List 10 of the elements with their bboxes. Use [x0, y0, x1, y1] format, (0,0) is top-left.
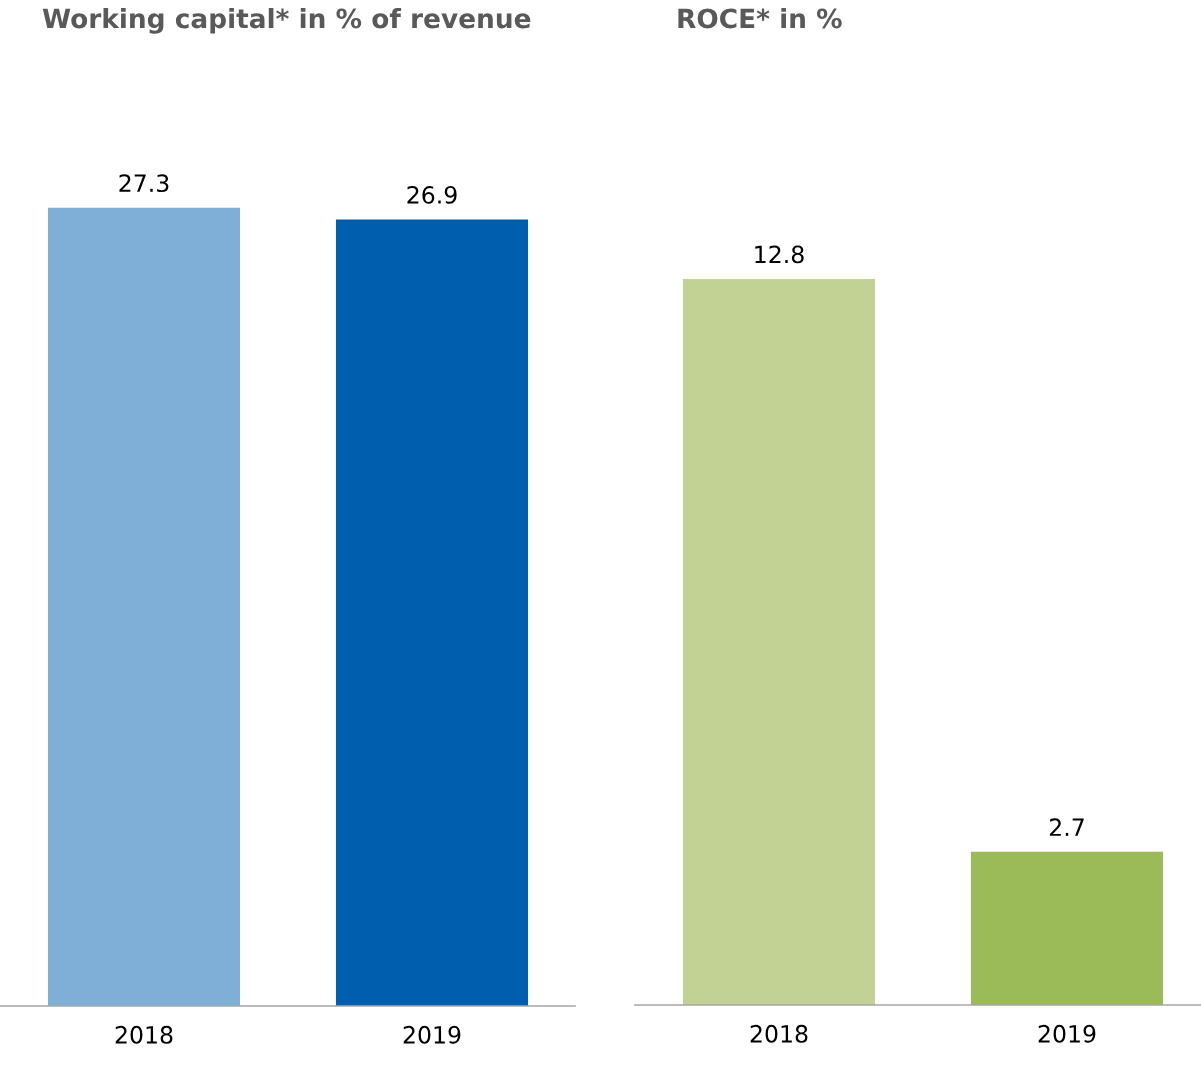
chart-title: ROCE* in %: [678, 8, 842, 29]
x-tick-label: 2018: [750, 1024, 808, 1043]
x-tick-label: 2019: [403, 1025, 461, 1044]
chart-title: Working capital* in % of revenue: [42, 8, 531, 34]
x-tick-label: 2018: [115, 1025, 173, 1044]
data-label: 26.9: [407, 185, 457, 204]
data-label: 2.7: [1049, 818, 1084, 836]
x-tick-label: 2019: [1038, 1024, 1096, 1043]
data-label: 27.3: [119, 174, 169, 193]
data-label: 12.8: [755, 245, 804, 264]
